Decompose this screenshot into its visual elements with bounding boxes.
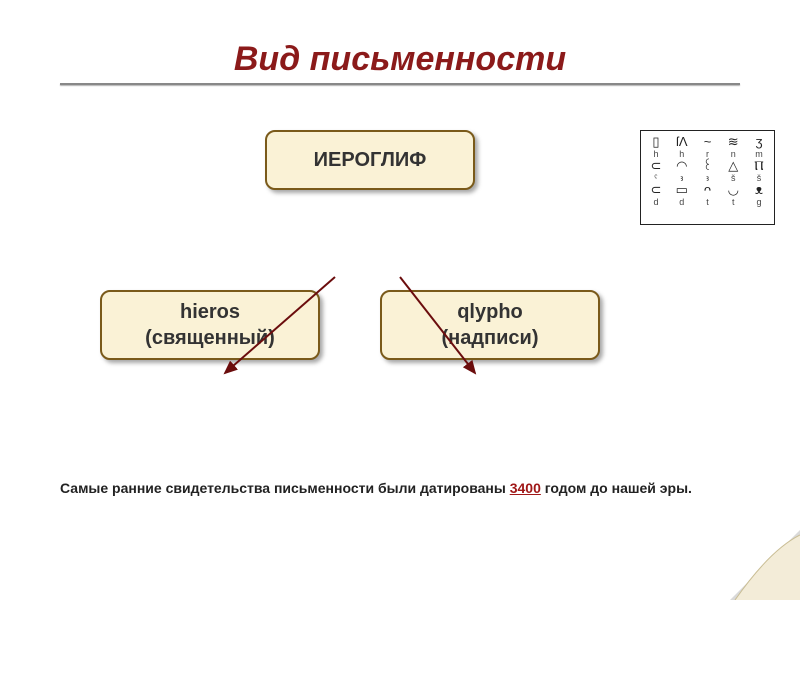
glyph-symbol: ◠ (673, 159, 691, 173)
glyph-symbol: ᴥ (750, 183, 768, 197)
glyph-symbol: ʒ (750, 135, 768, 149)
glyph-symbol: Ⲡ (750, 159, 768, 173)
page-title: Вид письменности (0, 0, 800, 79)
glyph-symbol: ᴖ (699, 183, 717, 197)
hieroglyph-table: ▯ſɅ~≋ʒhhrnm⊂◠꒰△Ⲡˁꜣꜣšš⊂▭ᴖ◡ᴥddttg (640, 130, 775, 225)
caption-year: 3400 (510, 480, 541, 496)
glyph-symbol: ▯ (647, 135, 665, 149)
glyph-symbol: ⊂ (647, 159, 665, 173)
glyph-label: t (699, 197, 717, 207)
diagram-root-label: ИЕРОГЛИФ (314, 147, 427, 173)
diagram-left-label: hieros (священный) (145, 299, 275, 351)
title-text: Вид письменности (234, 40, 566, 78)
glyph-label: d (647, 197, 665, 207)
glyph-symbol: ~ (699, 135, 717, 149)
glyph-symbol: ſɅ (673, 135, 691, 149)
glyph-label: d (673, 197, 691, 207)
glyph-label: t (724, 197, 742, 207)
glyph-symbol: ≋ (724, 135, 742, 149)
glyph-symbol: ▭ (673, 183, 691, 197)
glyph-symbol: ⊂ (647, 183, 665, 197)
diagram-right-box: qlypho (надписи) (380, 290, 600, 360)
diagram-root-box: ИЕРОГЛИФ (265, 130, 475, 190)
glyph-symbol: ◡ (724, 183, 742, 197)
page-curl-icon (730, 530, 800, 600)
glyph-symbol: △ (724, 159, 742, 173)
diagram-right-label: qlypho (надписи) (441, 299, 538, 351)
caption-text: Самые ранние свидетельства письменности … (60, 480, 692, 496)
diagram-left-box: hieros (священный) (100, 290, 320, 360)
glyph-symbol: ꒰ (699, 159, 717, 173)
glyph-label: g (750, 197, 768, 207)
title-underline (60, 83, 740, 85)
